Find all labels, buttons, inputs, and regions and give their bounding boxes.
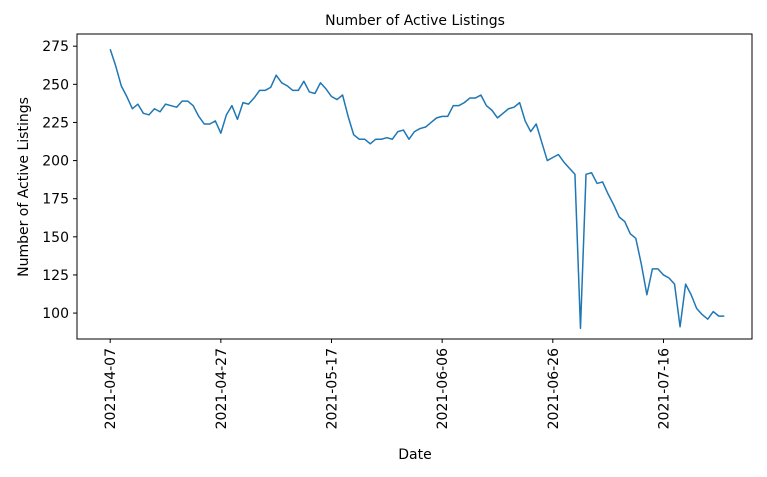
y-tick-label: 175 bbox=[42, 192, 69, 208]
x-tick-label: 2021-06-06 bbox=[435, 348, 451, 429]
y-tick-label: 100 bbox=[42, 306, 69, 322]
series-line bbox=[109, 49, 725, 330]
x-tick-label: 2021-04-07 bbox=[103, 348, 119, 429]
x-axis-label: Date bbox=[398, 447, 431, 463]
x-tick-label: 2021-04-27 bbox=[214, 348, 230, 429]
y-tick-label: 250 bbox=[42, 77, 69, 93]
y-tick-label: 150 bbox=[42, 230, 69, 246]
y-tick-label: 225 bbox=[42, 115, 69, 131]
y-tick-label: 275 bbox=[42, 39, 69, 55]
y-axis: 100 125 150 175 200 225 250 275 bbox=[42, 39, 77, 322]
y-tick-label: 200 bbox=[42, 154, 69, 170]
y-tick-label: 125 bbox=[42, 268, 69, 284]
y-axis-label: Number of Active Listings bbox=[16, 97, 32, 277]
x-tick-label: 2021-07-16 bbox=[656, 348, 672, 429]
x-tick-label: 2021-05-17 bbox=[325, 348, 341, 429]
chart-title: Number of Active Listings bbox=[325, 13, 505, 29]
plot-area-frame bbox=[76, 33, 753, 340]
x-tick-label: 2021-06-26 bbox=[546, 348, 562, 429]
x-axis: 2021-04-07 2021-04-27 2021-05-17 2021-06-06… bbox=[103, 339, 672, 429]
